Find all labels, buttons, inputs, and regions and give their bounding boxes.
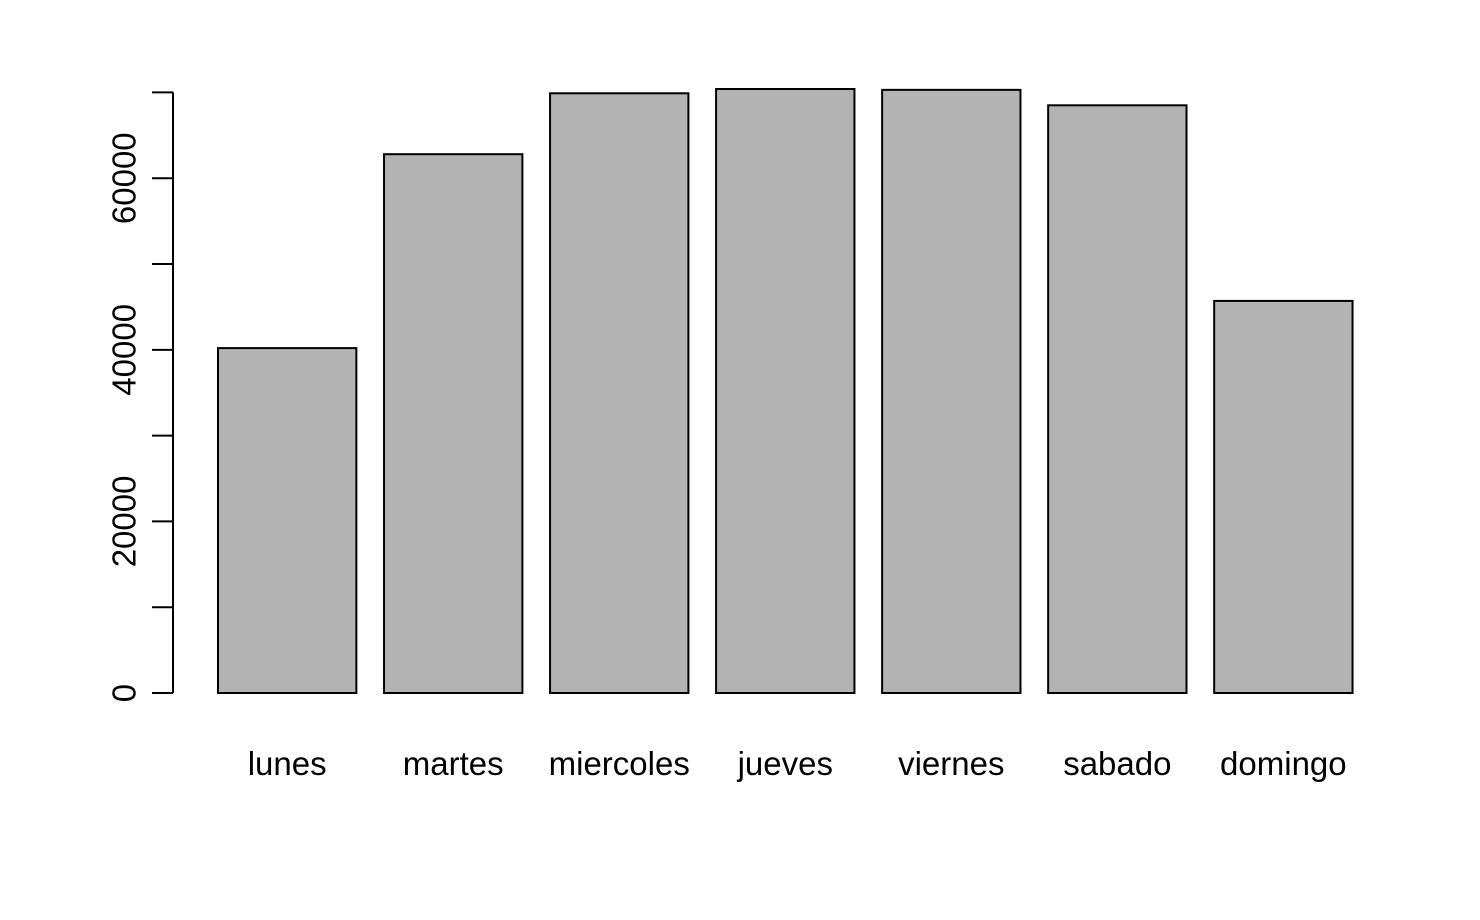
bars	[217, 88, 1354, 695]
x-tick-label-domingo: domingo	[1220, 745, 1347, 782]
y-tick-label: 0	[106, 684, 143, 702]
bar-viernes	[881, 88, 1022, 694]
x-tick-label-miercoles: miercoles	[549, 745, 690, 782]
bar-martes	[383, 153, 524, 695]
y-axis: 0 20000 40000 60000	[106, 91, 174, 702]
x-tick-label-lunes: lunes	[248, 745, 327, 782]
bar-miercoles	[549, 92, 690, 694]
bar-domingo	[1213, 299, 1354, 694]
y-tick-label: 40000	[106, 304, 143, 396]
bar-jueves	[715, 88, 856, 694]
bar-sabado	[1047, 104, 1188, 694]
x-tick-label-viernes: viernes	[898, 745, 1004, 782]
y-tick-label: 60000	[106, 132, 143, 224]
x-axis-labels: lunes martes miercoles jueves viernes sabado d…	[248, 745, 1347, 782]
y-tick-label: 20000	[106, 476, 143, 568]
x-tick-label-martes: martes	[403, 745, 504, 782]
x-tick-label-jueves: jueves	[737, 745, 833, 782]
x-tick-label-sabado: sabado	[1063, 745, 1171, 782]
bar-lunes	[217, 347, 358, 694]
